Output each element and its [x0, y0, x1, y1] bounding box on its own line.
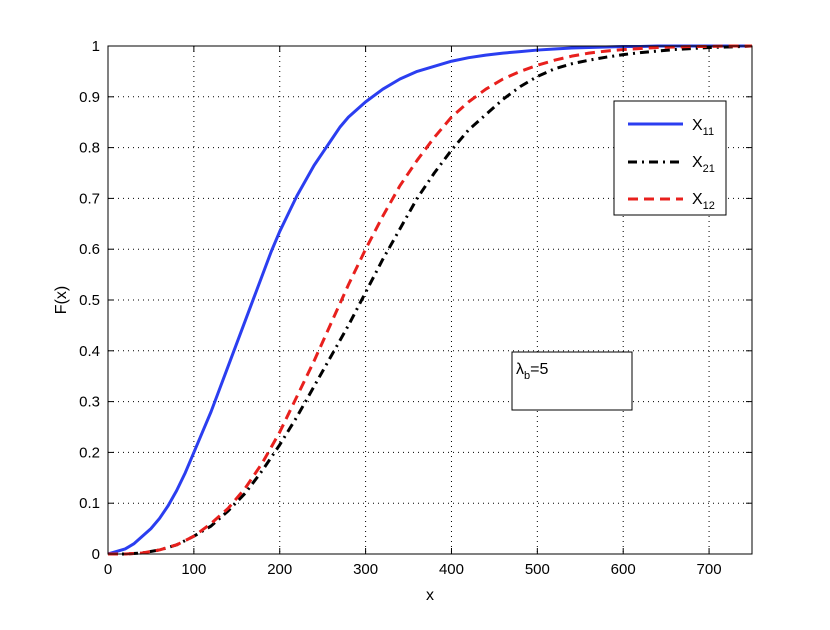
- series-layer: [107, 44, 753, 556]
- legend-box: [613, 100, 727, 216]
- y-axis-label: F(x): [53, 286, 70, 314]
- series-line-x11: [107, 44, 752, 556]
- legend-label-x12: X12: [692, 191, 715, 212]
- x-tick-label: 100: [181, 561, 206, 578]
- x-tick-label: 200: [267, 561, 292, 578]
- legend: X11 X21 X12: [613, 100, 727, 216]
- legend-label-x11-sub: 11: [703, 126, 714, 138]
- annotation-lambda: λb=5: [511, 351, 633, 411]
- legend-label-x12-main: X: [692, 191, 703, 208]
- y-tick-label: 0: [92, 546, 100, 563]
- y-tick-label: 0.1: [79, 495, 100, 512]
- legend-label-x21-sub: 21: [703, 163, 715, 175]
- annotation-subscript: b: [524, 370, 530, 382]
- y-tick-label: 0.4: [79, 343, 100, 360]
- y-tick-label: 0.5: [79, 292, 100, 309]
- y-tick-label: 1: [92, 38, 100, 55]
- annotation-symbol: λ: [516, 361, 524, 378]
- x-tick-label: 500: [525, 561, 550, 578]
- y-tick-label: 0.8: [79, 140, 100, 157]
- y-tick-label: 0.9: [79, 89, 100, 106]
- y-tick-label: 0.7: [79, 190, 100, 207]
- tick-layer: 0 100 200 300 400 500 600 700 0 0.1 0.2 0.3 0.4 0.5 0.…: [79, 38, 752, 578]
- annotation-text: λb=5: [516, 361, 548, 382]
- x-axis-label: x: [426, 587, 434, 604]
- legend-label-x12-sub: 12: [703, 200, 715, 212]
- x-tick-label: 300: [353, 561, 378, 578]
- y-tick-label: 0.2: [79, 444, 100, 461]
- label-layer: x F(x): [53, 286, 434, 604]
- legend-label-x21-main: X: [692, 154, 703, 171]
- legend-label-x11: X11: [692, 117, 714, 138]
- x-tick-label: 400: [439, 561, 464, 578]
- y-tick-label: 0.6: [79, 241, 100, 258]
- series-line-x21: [108, 44, 753, 556]
- x-tick-label: 0: [104, 561, 112, 578]
- annotation-box: [511, 351, 633, 411]
- x-tick-label: 600: [611, 561, 636, 578]
- y-tick-label: 0.3: [79, 394, 100, 411]
- x-tick-label: 700: [697, 561, 722, 578]
- annotation-value: =5: [530, 361, 548, 378]
- legend-label-x21: X21: [692, 154, 715, 175]
- legend-label-x11-main: X: [692, 117, 703, 134]
- series-line-x12: [108, 44, 752, 556]
